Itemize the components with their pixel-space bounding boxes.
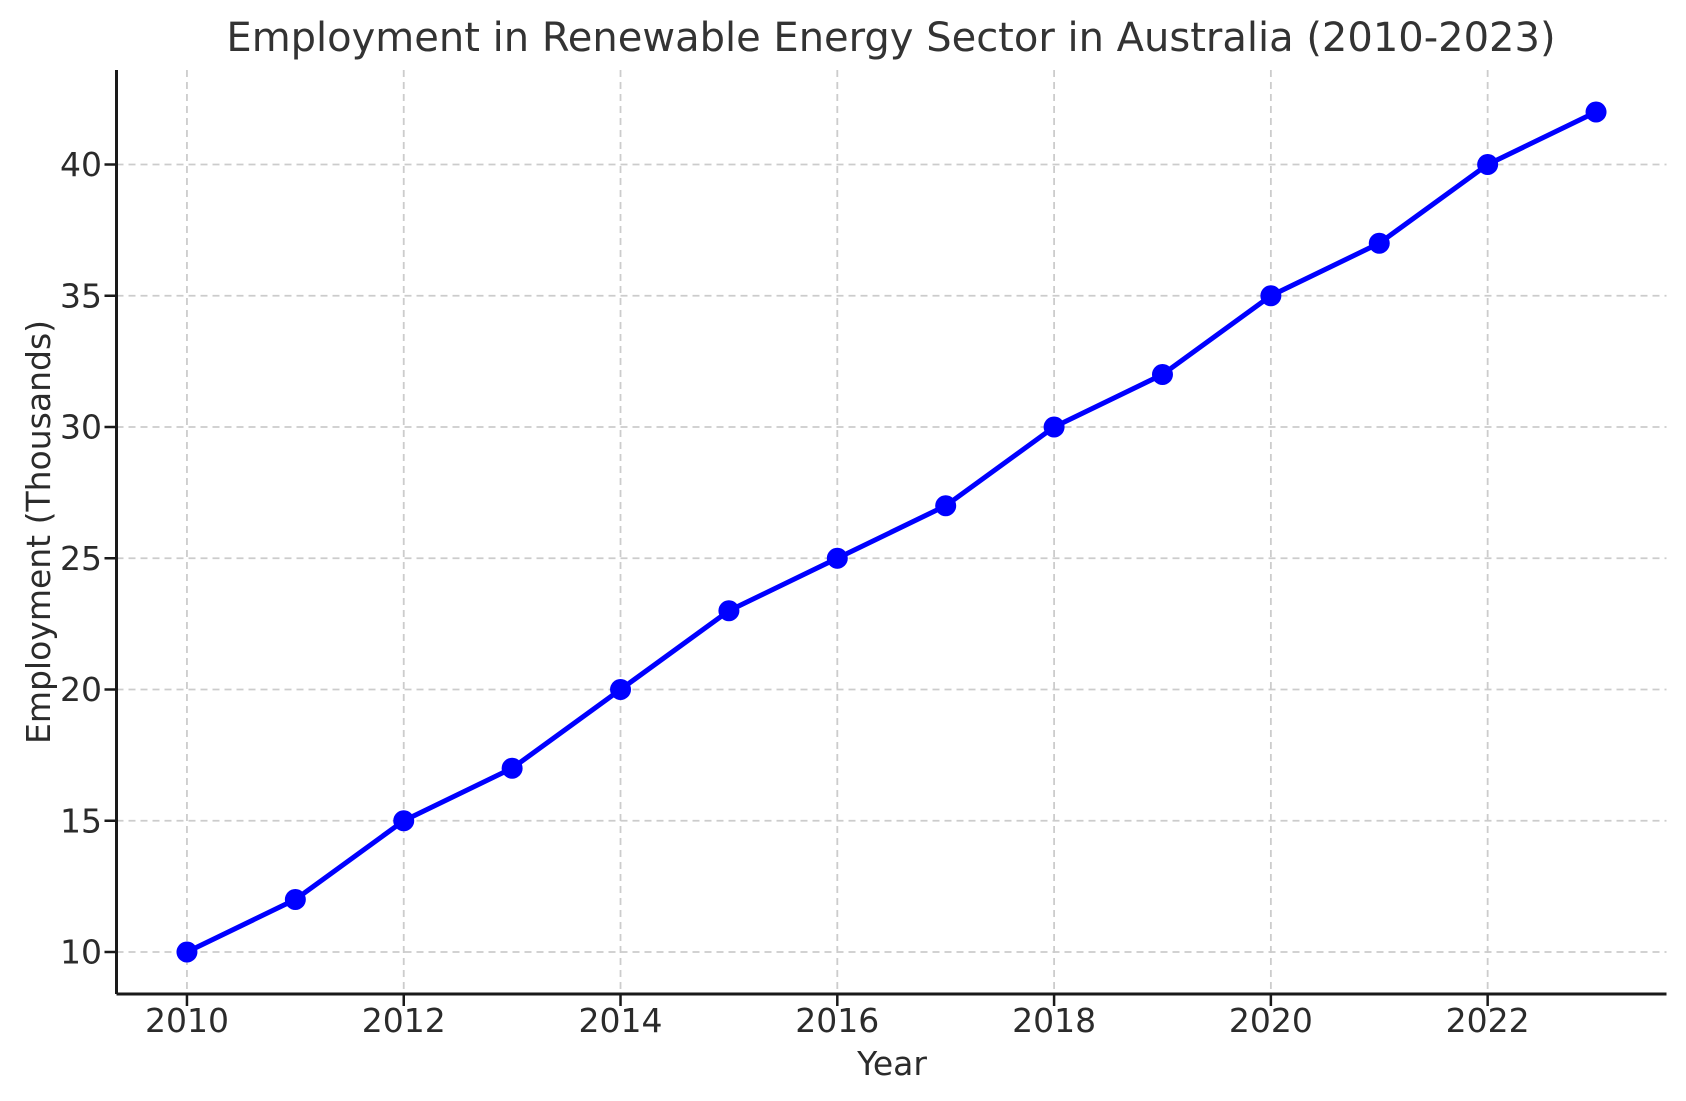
data-point-2019 — [1151, 364, 1173, 385]
data-line — [184, 109, 1599, 955]
x-tick-label: 2012 — [362, 1001, 446, 1040]
data-point-2020 — [1260, 285, 1282, 307]
series-layer — [176, 101, 1607, 963]
y-axis-label: Employment (Thousands) — [19, 320, 58, 744]
tick-label-layer: 2010 2012 2014 2016 2018 2020 2022 10 15 20 25 30 35… — [60, 145, 1530, 1040]
x-axis-label: Year — [856, 1044, 927, 1083]
data-point-2018 — [1043, 416, 1065, 438]
data-point-2022 — [1477, 154, 1499, 175]
data-point-2014 — [610, 679, 632, 700]
y-tick-label: 10 — [60, 933, 102, 972]
data-point-2013 — [501, 757, 523, 779]
data-point-2017 — [935, 495, 957, 517]
x-tick-label: 2020 — [1229, 1001, 1313, 1040]
x-tick-label: 2016 — [795, 1001, 879, 1040]
y-tick-label: 25 — [60, 539, 102, 578]
y-tick-label: 35 — [60, 276, 102, 315]
data-point-2015 — [718, 600, 740, 622]
x-tick-label: 2022 — [1446, 1001, 1530, 1040]
data-point-2016 — [826, 547, 848, 569]
y-tick-label: 40 — [60, 145, 102, 184]
data-point-2021 — [1368, 232, 1390, 254]
y-tick-label: 20 — [60, 670, 102, 709]
axes-layer — [104, 70, 1667, 1006]
data-point-2011 — [284, 889, 306, 910]
data-point-2023 — [1585, 101, 1607, 123]
x-tick-label: 2010 — [145, 1001, 229, 1040]
grid-layer — [116, 70, 1667, 994]
chart-title: Employment in Renewable Energy Sector in… — [226, 15, 1555, 61]
x-tick-label: 2014 — [579, 1001, 663, 1040]
data-point-2012 — [393, 810, 415, 832]
x-tick-label: 2018 — [1012, 1001, 1096, 1040]
data-point-2010 — [176, 941, 198, 963]
y-tick-label: 15 — [60, 801, 102, 840]
y-tick-label: 30 — [60, 408, 102, 447]
